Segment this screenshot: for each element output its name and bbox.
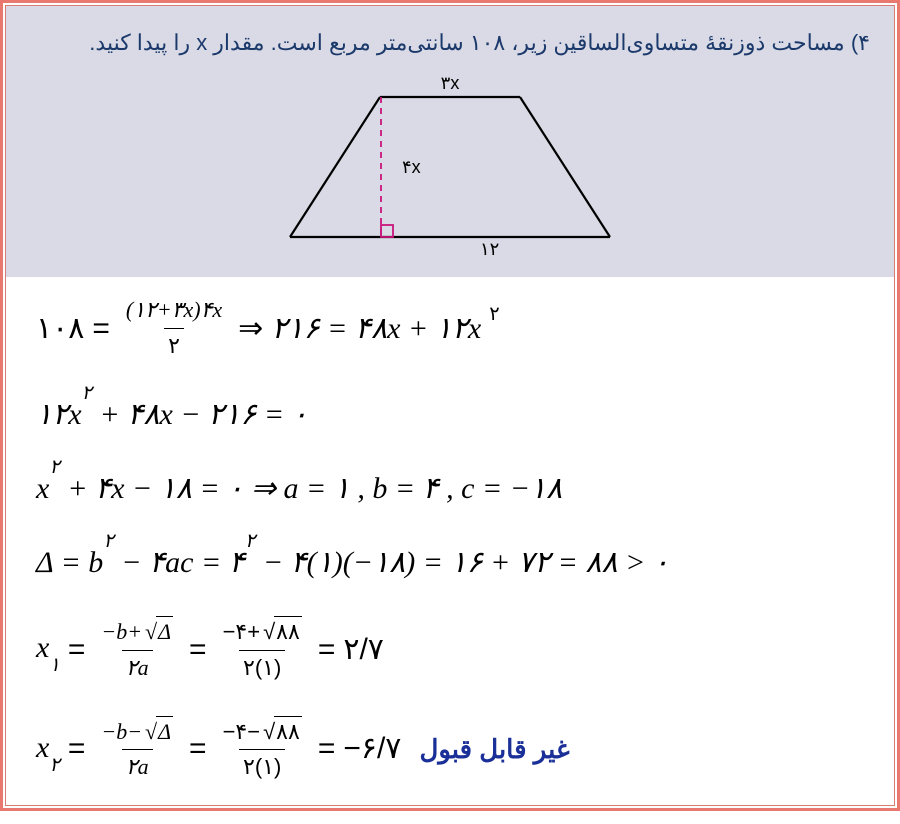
x2-frac-1: −b−Δ ۲a bbox=[97, 716, 177, 784]
outer-border: ۴) مساحت ذوزنقهٔ متساوی‌الساقین زیر، ۱۰۸… bbox=[0, 0, 900, 811]
question-text: ۴) مساحت ذوزنقهٔ متساوی‌الساقین زیر، ۱۰۸… bbox=[30, 24, 870, 61]
height-label: ۴x bbox=[402, 157, 421, 177]
solution-line-1: ۱۰۸ = (۱۲+۳x)۴x ۲ ⇒ ۲۱۶ = ۴۸x + ۱۲x۲ bbox=[36, 295, 864, 362]
top-label: ۳x bbox=[441, 73, 460, 93]
reject-label: غیر قابل قبول bbox=[419, 731, 569, 767]
solution-line-3: x۲ + ۴x − ۱۸ = ۰ ⇒ a = ۱ , b = ۴ , c = −… bbox=[36, 468, 864, 510]
solution-line-x1: x۱ = −b+Δ ۲a = −۴+۸۸ ۲(۱) = ۲/۷ bbox=[36, 616, 864, 684]
solution-line-x2: x۲ = −b−Δ ۲a = −۴−۸۸ ۲(۱) = −۶/۷ غیر قاب… bbox=[36, 716, 864, 784]
l1-rhs: ۲۱۶ = ۴۸x + ۱۲x bbox=[271, 308, 481, 350]
question-area: ۴) مساحت ذوزنقهٔ متساوی‌الساقین زیر، ۱۰۸… bbox=[6, 6, 894, 277]
l1-fraction: (۱۲+۳x)۴x ۲ bbox=[122, 295, 226, 362]
l1-lhs: ۱۰۸ bbox=[36, 308, 84, 350]
x1-result: ۲/۷ bbox=[343, 629, 384, 671]
right-angle-mark bbox=[381, 225, 393, 237]
trap-left bbox=[290, 97, 380, 237]
question-body: مساحت ذوزنقهٔ متساوی‌الساقین زیر، ۱۰۸ سا… bbox=[89, 30, 844, 55]
solution-line-2: ۱۲x۲ + ۴۸x − ۲۱۶ = ۰ bbox=[36, 394, 864, 436]
question-number: ۴) bbox=[851, 30, 870, 55]
inner-frame: ۴) مساحت ذوزنقهٔ متساوی‌الساقین زیر، ۱۰۸… bbox=[5, 5, 895, 806]
solution-line-4: Δ = b۲ − ۴ac = ۴۲ − ۴(۱)(−۱۸) = ۱۶ + ۷۲ … bbox=[36, 542, 864, 584]
x2-frac-2: −۴−۸۸ ۲(۱) bbox=[219, 716, 306, 784]
trapezoid-diagram: ۳x ۴x ۱۲ bbox=[30, 61, 870, 271]
x1-frac-2: −۴+۸۸ ۲(۱) bbox=[219, 616, 306, 684]
solution-area: ۱۰۸ = (۱۲+۳x)۴x ۲ ⇒ ۲۱۶ = ۴۸x + ۱۲x۲ ۱۲x… bbox=[6, 277, 894, 805]
bottom-label: ۱۲ bbox=[480, 239, 499, 257]
trap-right bbox=[520, 97, 610, 237]
x1-frac-1: −b+Δ ۲a bbox=[97, 616, 177, 684]
x2-result: −۶/۷ bbox=[343, 728, 401, 770]
